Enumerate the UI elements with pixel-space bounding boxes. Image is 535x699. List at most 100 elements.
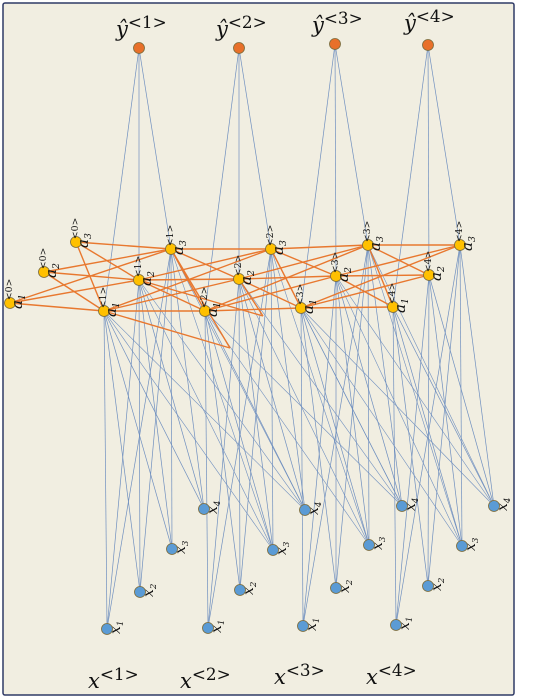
input-hidden-edge — [300, 307, 463, 547]
hidden-label: a1<4> — [387, 283, 411, 313]
hidden-output-edge — [334, 43, 337, 277]
input-hidden-edge — [103, 310, 141, 593]
hidden-label: a1<1> — [98, 287, 122, 317]
output-label: ŷ<2> — [215, 12, 267, 41]
hidden-node — [165, 243, 177, 255]
input-hidden-edge — [138, 279, 173, 550]
hidden-output-edge — [334, 43, 369, 246]
input-node — [422, 580, 434, 592]
input-unit-label: x3 — [370, 536, 388, 550]
input-unit-label: x1 — [304, 618, 322, 631]
input-hidden-edge — [335, 244, 369, 589]
input-hidden-edge — [300, 307, 495, 507]
input-hidden-edge — [300, 307, 304, 627]
recurrent-edge — [103, 310, 231, 349]
recurrent-edge — [335, 274, 430, 277]
recurrent-edge — [367, 244, 394, 308]
recurrent-edge — [300, 306, 394, 309]
hidden-node — [330, 270, 342, 282]
hidden-label: a2<2> — [233, 255, 257, 285]
hidden-label: a1<3> — [295, 284, 319, 314]
output-label: ŷ<3> — [311, 8, 363, 37]
input-node — [134, 586, 146, 598]
input-hidden-edge — [335, 275, 403, 507]
initial-hidden-node — [4, 297, 16, 309]
initial-hidden-node — [70, 236, 82, 248]
output-node — [329, 38, 341, 50]
input-node — [390, 619, 402, 631]
initial-hidden-node — [38, 266, 50, 278]
input-hidden-edge — [428, 274, 495, 507]
input-hidden-edge — [138, 279, 306, 511]
recurrent-edge — [9, 302, 105, 312]
input-hidden-edge — [170, 248, 274, 551]
input-unit-label: x1 — [397, 617, 415, 630]
hidden-label: a3<1> — [165, 225, 189, 255]
input-unit-label: x2 — [241, 581, 259, 595]
input-hidden-edge — [103, 310, 306, 511]
input-hidden-edge — [367, 244, 403, 507]
input-hidden-edge — [204, 310, 306, 511]
output-node — [133, 42, 145, 54]
input-hidden-edge — [106, 248, 172, 630]
initial-hidden-label: a3<0> — [70, 218, 94, 248]
input-hidden-edge — [204, 310, 370, 546]
input-hidden-edge — [335, 275, 495, 507]
hidden-node — [362, 239, 374, 251]
input-unit-label: x1 — [108, 621, 126, 634]
input-hidden-edge — [392, 306, 495, 507]
recurrent-edge — [238, 275, 337, 280]
hidden-node — [423, 269, 435, 281]
input-node — [456, 540, 468, 552]
hidden-label: a3<3> — [362, 221, 386, 251]
recurrent-edge — [335, 275, 394, 308]
input-hidden-edge — [103, 310, 108, 630]
hidden-label: a2<4> — [423, 251, 447, 281]
input-hidden-edge — [103, 310, 274, 551]
input-node — [330, 582, 342, 594]
input-unit-label: x2 — [141, 583, 159, 597]
input-hidden-edge — [392, 306, 463, 547]
input-hidden-edge — [170, 248, 306, 511]
hidden-label: a3<4> — [454, 221, 478, 251]
initial-hidden-label: a2<0> — [38, 248, 62, 278]
input-label: x<4> — [366, 660, 417, 689]
input-node — [198, 503, 210, 515]
input-unit-label: x2 — [337, 579, 355, 593]
output-label: ŷ<1> — [115, 12, 167, 41]
hidden-label: a2<1> — [133, 256, 157, 286]
recurrent-edge — [43, 271, 105, 312]
input-node — [297, 620, 309, 632]
output-node — [233, 42, 245, 54]
input-hidden-edge — [207, 278, 240, 629]
input-hidden-edge — [238, 278, 241, 591]
input-hidden-edge — [238, 278, 370, 546]
labels: ŷ<1> ŷ<2> ŷ<3> ŷ<4> a1<0> a2<0> a3<0> a1<1> a2<1… — [4, 6, 513, 693]
input-hidden-edge — [335, 275, 463, 547]
initial-hidden-label: a1<0> — [4, 279, 28, 309]
hidden-label: a3<2> — [265, 225, 289, 255]
hidden-node — [233, 273, 245, 285]
recurrent-edge — [170, 248, 240, 280]
input-hidden-edge — [270, 248, 274, 551]
input-unit-label: x3 — [274, 541, 292, 555]
input-hidden-edge — [302, 275, 337, 627]
output-node — [422, 39, 434, 51]
input-hidden-edge — [106, 279, 140, 630]
hidden-output-edge — [138, 47, 172, 250]
input-unit-label: x4 — [306, 502, 324, 515]
hidden-output-edge — [103, 47, 140, 312]
input-hidden-edge — [392, 306, 429, 587]
hidden-output-edge — [427, 44, 430, 276]
input-unit-label: x2 — [429, 577, 447, 591]
input-hidden-edge — [238, 278, 306, 511]
output-label: ŷ<4> — [403, 6, 455, 35]
input-node — [299, 504, 311, 516]
hidden-node — [295, 302, 307, 314]
input-hidden-edge — [395, 244, 461, 626]
recurrent-edge — [138, 279, 264, 317]
input-hidden-edge — [367, 244, 370, 546]
input-node — [202, 622, 214, 634]
